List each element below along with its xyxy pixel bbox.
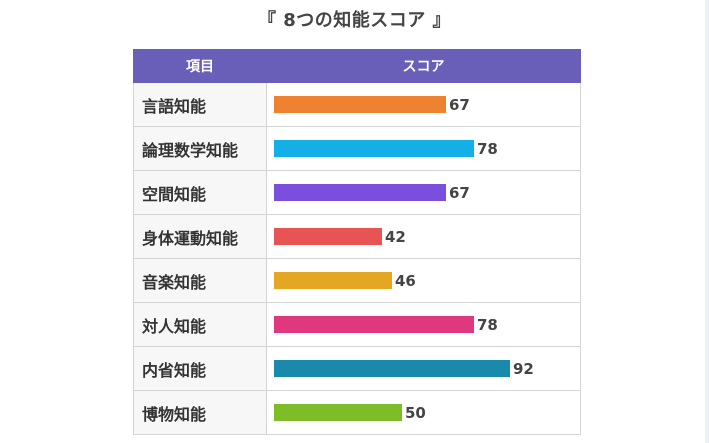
category-label: 内省知能 — [133, 346, 267, 391]
table-row: 内省知能 92 — [133, 346, 581, 391]
table-row: 博物知能 50 — [133, 390, 581, 435]
score-value-label: 50 — [405, 403, 426, 422]
category-label: 空間知能 — [133, 170, 267, 215]
table-row: 言語知能 67 — [133, 82, 581, 127]
category-label: 音楽知能 — [133, 258, 267, 303]
score-value-label: 78 — [477, 315, 498, 334]
score-bar — [274, 360, 510, 377]
table-row: 身体運動知能 42 — [133, 214, 581, 259]
score-value-label: 46 — [395, 271, 416, 290]
bar-cell: 67 — [266, 82, 581, 127]
table-row: 対人知能 78 — [133, 302, 581, 347]
category-label: 博物知能 — [133, 390, 267, 435]
score-value-label: 78 — [477, 139, 498, 158]
table-row: 音楽知能 46 — [133, 258, 581, 303]
table-row: 論理数学知能 78 — [133, 126, 581, 171]
score-bar — [274, 96, 446, 113]
score-value-label: 67 — [449, 95, 470, 114]
category-label: 論理数学知能 — [133, 126, 267, 171]
score-bar — [274, 228, 382, 245]
table-row: 空間知能 67 — [133, 170, 581, 215]
score-bar — [274, 272, 392, 289]
bar-cell: 42 — [266, 214, 581, 259]
category-label: 言語知能 — [133, 82, 267, 127]
score-value-label: 42 — [385, 227, 406, 246]
score-value-label: 92 — [513, 359, 534, 378]
bar-cell: 46 — [266, 258, 581, 303]
score-bar — [274, 404, 402, 421]
page-edge-strip — [705, 0, 709, 443]
score-value-label: 67 — [449, 183, 470, 202]
score-table: 項目 スコア 言語知能 67 論理数学知能 78 空間知能 67 身体運動知能 42 音楽知能 4… — [133, 49, 581, 435]
table-header-row: 項目 スコア — [133, 49, 581, 83]
chart-title: 『 8つの知能スコア 』 — [257, 10, 452, 31]
score-bar — [274, 316, 474, 333]
category-label: 対人知能 — [133, 302, 267, 347]
header-score: スコア — [266, 49, 581, 83]
bar-cell: 78 — [266, 126, 581, 171]
bar-cell: 50 — [266, 390, 581, 435]
category-label: 身体運動知能 — [133, 214, 267, 259]
header-item: 項目 — [133, 49, 267, 83]
bar-cell: 92 — [266, 346, 581, 391]
score-bar — [274, 140, 474, 157]
score-bar — [274, 184, 446, 201]
bar-cell: 78 — [266, 302, 581, 347]
bar-cell: 67 — [266, 170, 581, 215]
